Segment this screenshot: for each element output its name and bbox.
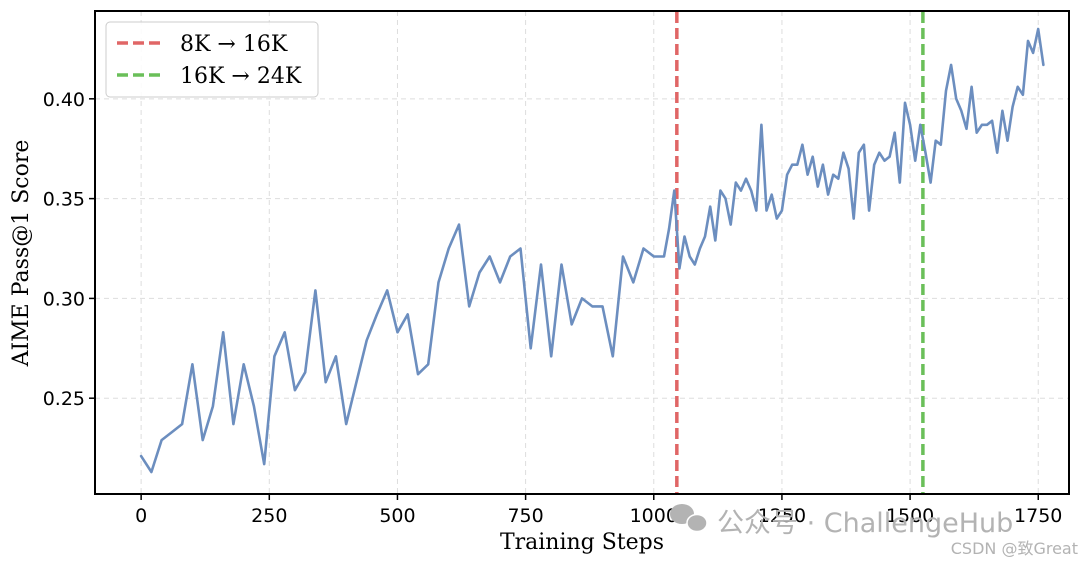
- vertical-markers: [675, 12, 925, 493]
- watermark-primary: 公众号 · ChallengeHub: [717, 508, 1013, 539]
- y-axis-label: AIME Pass@1 Score: [9, 140, 34, 368]
- y-tick-label: 0.40: [43, 89, 85, 111]
- watermark: 公众号 · ChallengeHub CSDN @致Great: [670, 504, 1078, 558]
- x-tick-label: 750: [507, 505, 543, 527]
- legend-label: 16K → 24K: [180, 64, 302, 89]
- plot-frame: [94, 10, 1070, 495]
- y-tick-label: 0.30: [43, 288, 85, 310]
- x-tick-label: 1000: [630, 505, 678, 527]
- ticks: 0 250 500 750 1000 1250 1500 1750 0.25 0.30 0.35 0.…: [43, 89, 1063, 527]
- legend: 8K → 16K 16K → 24K: [105, 21, 319, 98]
- x-tick-label: 500: [379, 505, 415, 527]
- wechat-icon: [670, 504, 708, 533]
- x-tick-label: 1250: [758, 505, 806, 527]
- x-tick-label: 250: [251, 505, 287, 527]
- legend-box: [105, 21, 319, 98]
- y-tick-label: 0.35: [43, 189, 85, 211]
- x-tick-label: 0: [135, 505, 147, 527]
- x-tick-label: 1750: [1014, 505, 1062, 527]
- watermark-secondary: CSDN @致Great: [951, 539, 1078, 558]
- series-layer: [139, 27, 1045, 474]
- x-tick-label: 1500: [886, 505, 934, 527]
- x-axis-label: Training Steps: [500, 530, 664, 555]
- series-line: [139, 27, 1045, 474]
- y-tick-label: 0.25: [43, 388, 85, 410]
- grid: [95, 11, 1069, 494]
- legend-label: 8K → 16K: [180, 32, 288, 57]
